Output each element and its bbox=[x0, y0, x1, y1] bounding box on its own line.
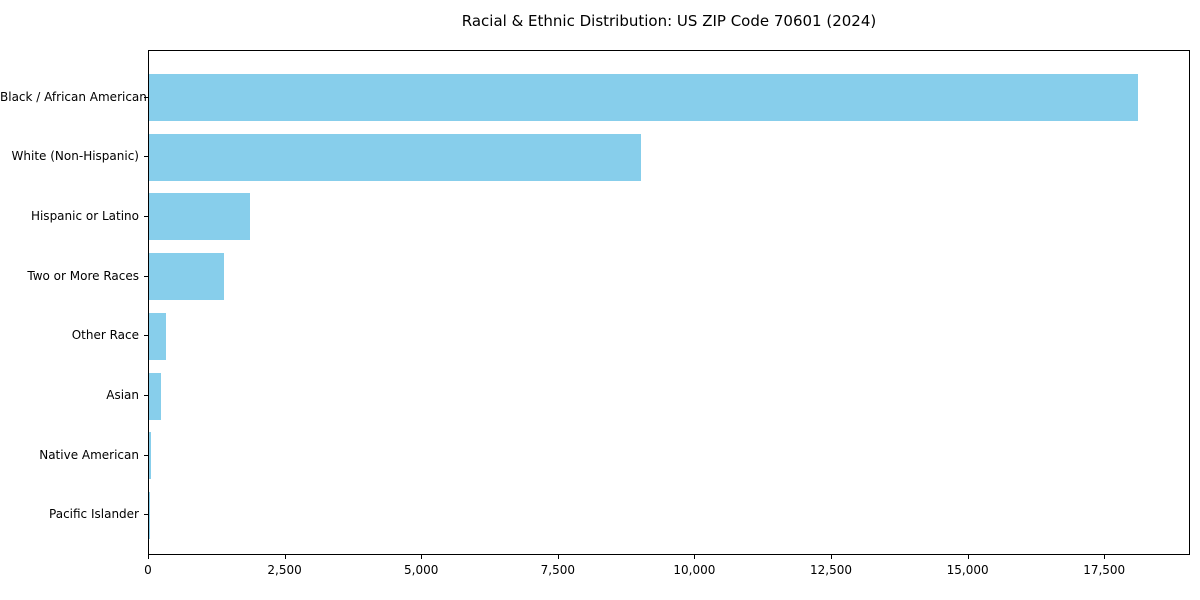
ytick-label: Two or More Races bbox=[27, 268, 139, 283]
ytick-mark bbox=[144, 156, 148, 158]
bar-white-non-hispanic bbox=[149, 133, 641, 181]
ytick-label: Hispanic or Latino bbox=[30, 208, 139, 223]
xtick-label: 5,000 bbox=[404, 563, 439, 577]
bar-two-or-more-races bbox=[149, 253, 225, 301]
ytick-label: Asian bbox=[106, 388, 139, 402]
xtick-mark bbox=[831, 555, 832, 559]
xtick-mark bbox=[694, 555, 696, 559]
ytick-mark bbox=[144, 395, 148, 396]
ytick-label: Other Race bbox=[71, 328, 139, 343]
plot-area bbox=[148, 50, 1190, 555]
xtick-label: 7,500 bbox=[540, 563, 575, 577]
ytick-label: Native American bbox=[39, 447, 139, 462]
xtick-mark bbox=[557, 555, 559, 559]
bar-native-american bbox=[149, 432, 151, 480]
xtick-mark bbox=[421, 555, 423, 559]
ytick-mark bbox=[144, 514, 148, 516]
ytick-label: Black / African American bbox=[0, 89, 147, 104]
bar-asian bbox=[149, 372, 162, 420]
xtick-label: 15,000 bbox=[946, 563, 989, 577]
xtick-label: 2,500 bbox=[267, 563, 302, 577]
bar-hispanic-or-latino bbox=[149, 193, 251, 241]
ytick-label: Pacific Islander bbox=[49, 507, 139, 522]
xtick-mark bbox=[284, 555, 286, 559]
xtick-label: 10,000 bbox=[673, 563, 716, 577]
bar-pacific-islander bbox=[149, 491, 150, 539]
xtick-mark bbox=[148, 555, 149, 559]
xtick-mark bbox=[1104, 555, 1106, 559]
ytick-label: White (Non-Hispanic) bbox=[11, 149, 139, 164]
bar-black-african-american bbox=[149, 74, 1138, 121]
xtick-mark bbox=[967, 555, 969, 559]
ytick-mark bbox=[144, 454, 148, 456]
ytick-mark bbox=[144, 215, 148, 217]
xtick-label: 12,500 bbox=[810, 563, 852, 577]
ytick-mark bbox=[144, 275, 148, 277]
xtick-label: 17,500 bbox=[1083, 563, 1126, 577]
bar-other-race bbox=[149, 312, 167, 360]
chart-title: Racial & Ethnic Distribution: US ZIP Cod… bbox=[461, 12, 877, 30]
xtick-label: 0 bbox=[144, 563, 152, 577]
ytick-mark bbox=[144, 96, 148, 98]
ytick-mark bbox=[144, 335, 148, 337]
